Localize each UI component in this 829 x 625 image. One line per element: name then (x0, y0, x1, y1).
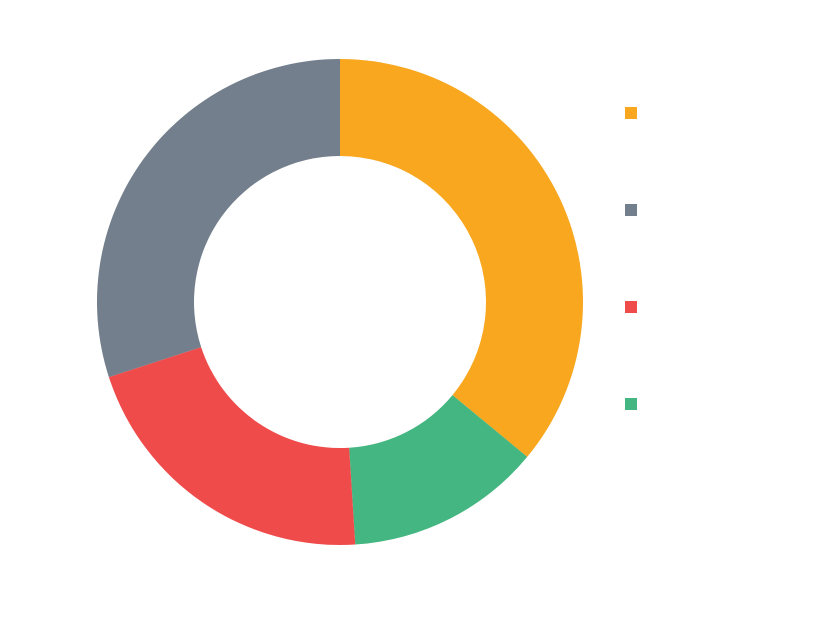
legend-item-2[interactable] (625, 398, 637, 410)
legend-swatch (625, 204, 637, 216)
legend-swatch (625, 301, 637, 313)
legend-swatch (625, 107, 637, 119)
donut-slice-3[interactable] (108, 347, 356, 545)
legend-item-4[interactable] (625, 204, 637, 216)
donut-slice-2[interactable] (349, 395, 528, 545)
chart-legend (625, 107, 637, 410)
donut-slice-1[interactable] (340, 59, 583, 457)
legend-item-3[interactable] (625, 301, 637, 313)
donut-slice-4[interactable] (96, 59, 341, 378)
donut-slices (96, 59, 583, 545)
legend-swatch (625, 398, 637, 410)
legend-item-1[interactable] (625, 107, 637, 119)
